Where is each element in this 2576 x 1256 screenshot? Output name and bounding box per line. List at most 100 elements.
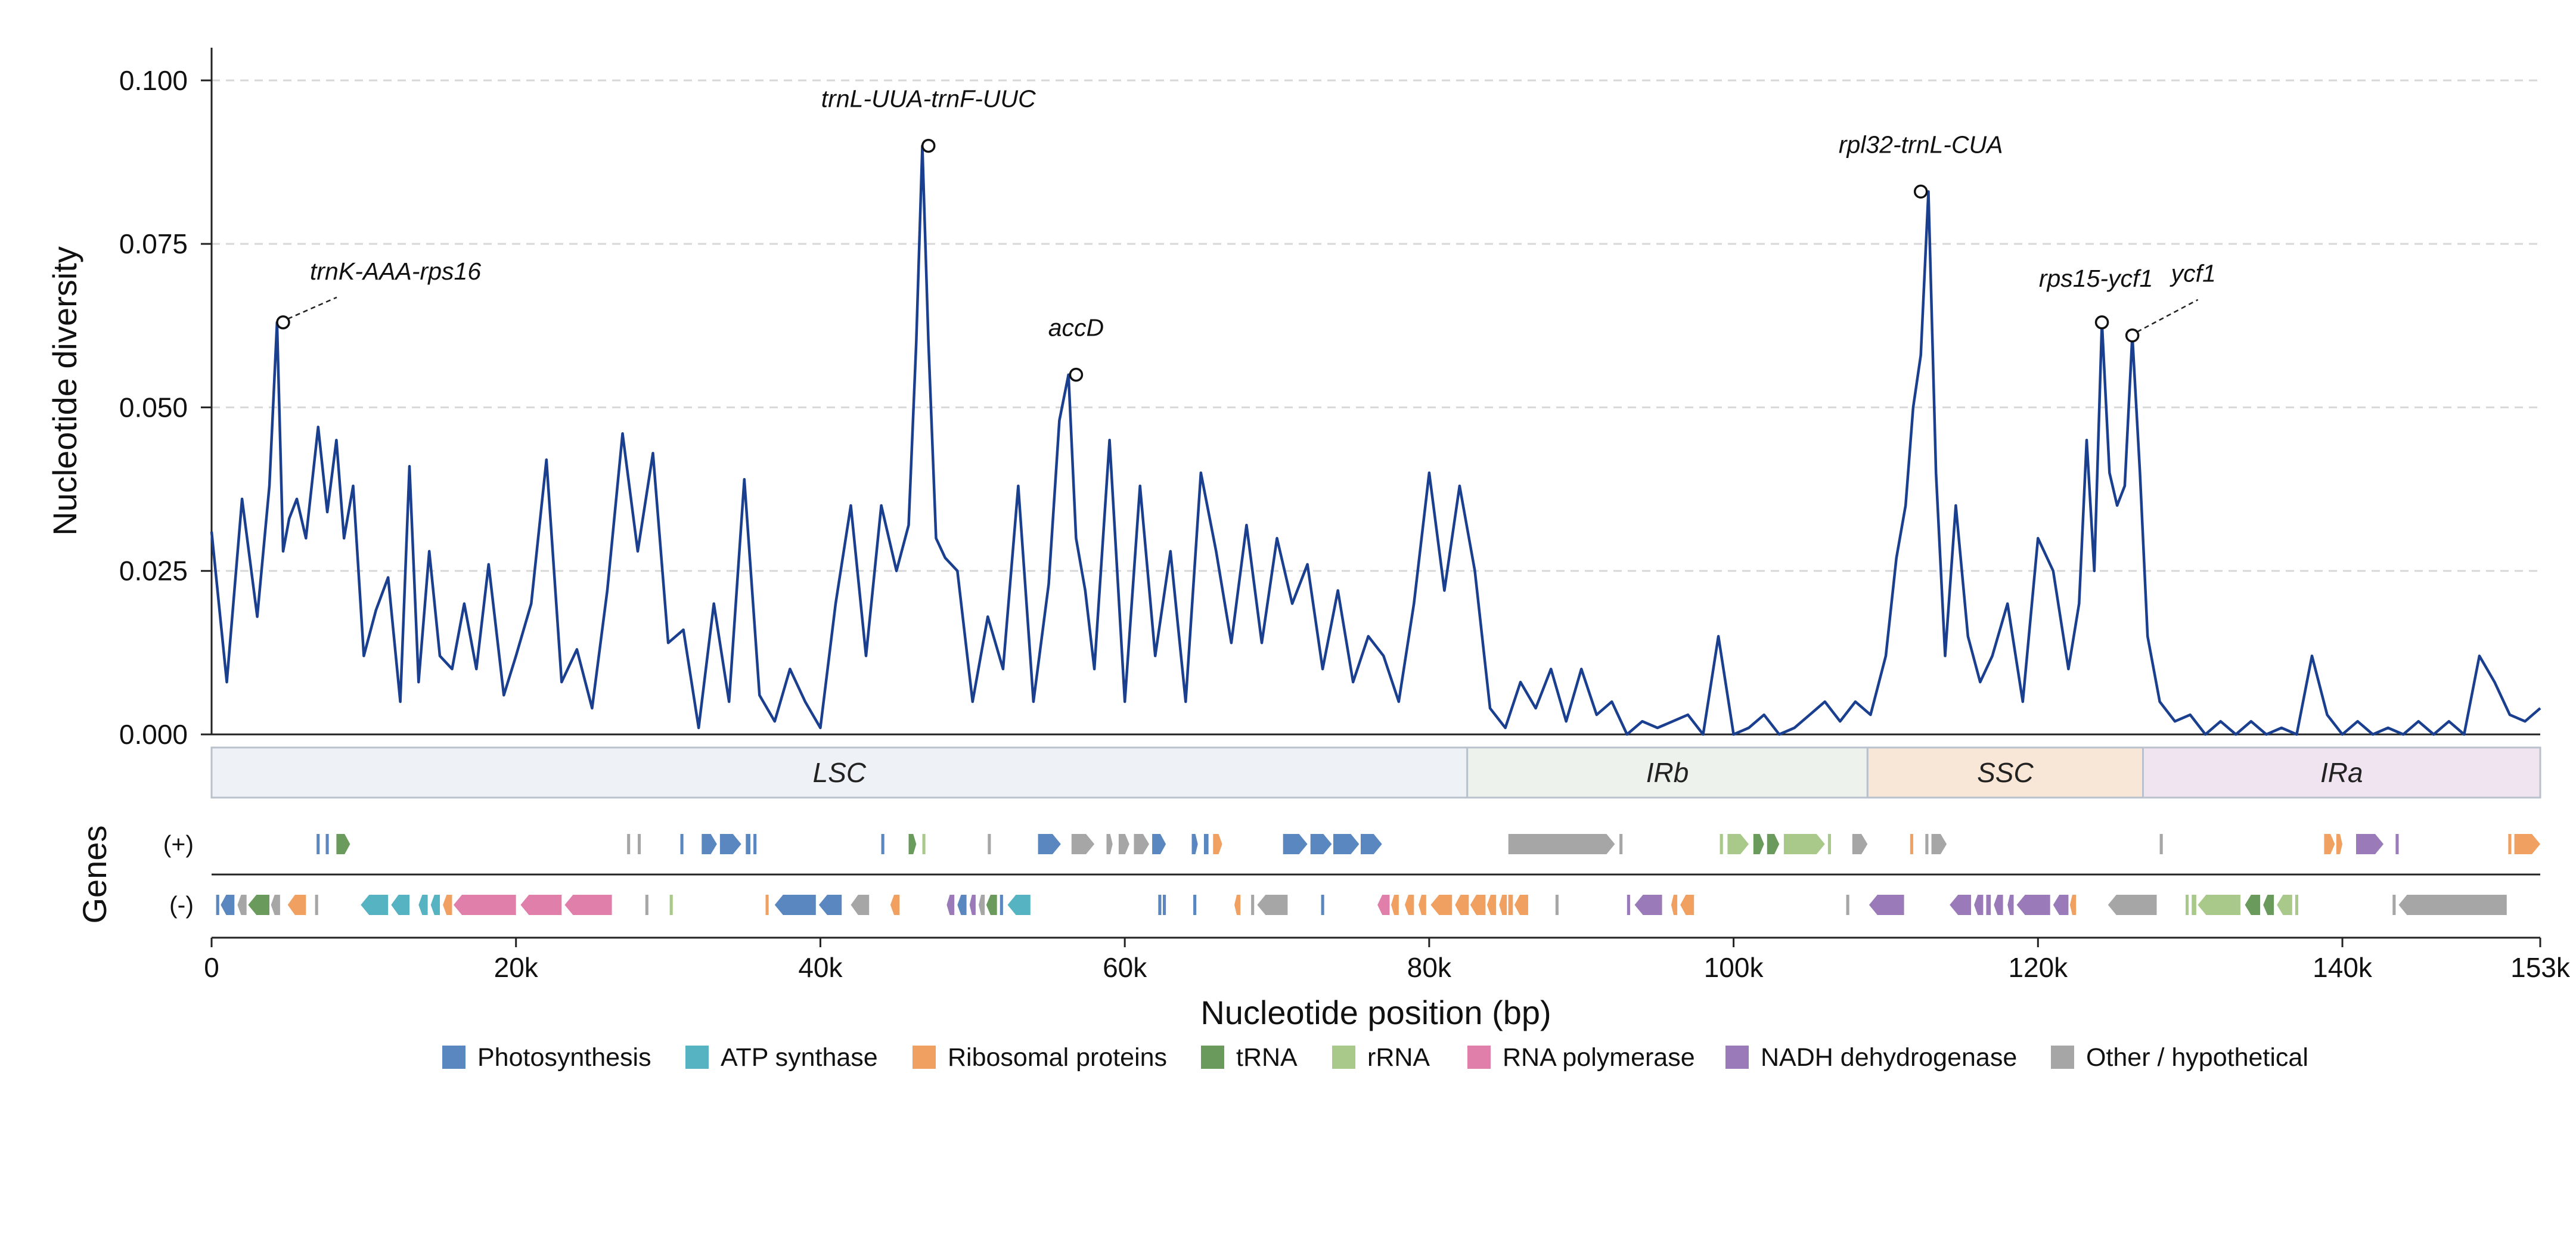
y-tick-label: 0.000 [119,719,188,750]
region-label: SSC [1977,757,2034,788]
peak-label: rps15-ycf1 [2039,265,2153,292]
x-tick-label: 20k [494,952,539,983]
gene-minus-strand [1419,895,1426,915]
gene-plus-strand [1310,834,1332,854]
gene-minus-strand [957,895,967,915]
gene-plus-strand [2324,834,2335,854]
legend-swatch-ribo [913,1046,936,1069]
gene-minus-strand [2069,895,2077,915]
gene-minus-strand [2053,895,2069,915]
legend-label: Other / hypothetical [2086,1043,2308,1072]
gene-plus-strand [1333,834,1360,854]
gene-minus-strand [454,895,516,915]
gene-minus-strand [1470,895,1486,915]
region-label: IRa [2320,757,2363,788]
gene-minus-strand [2263,895,2274,915]
legend-label: rRNA [1367,1043,1430,1072]
gene-plus-strand [1720,834,1723,854]
gene-minus-strand [2245,895,2261,915]
gene-minus-strand [645,895,648,915]
gene-plus-strand [680,834,684,854]
gene-minus-strand [669,895,673,915]
gene-plus-strand [1827,834,1832,854]
gene-minus-strand [2198,895,2240,915]
gene-plus-strand [988,834,991,854]
peak-marker [2094,315,2109,330]
genes-axis-title: Genes [76,826,113,924]
gene-plus-strand [881,834,884,854]
legend-label: tRNA [1236,1043,1298,1072]
gene-minus-strand [430,895,440,915]
gene-minus-strand [765,895,769,915]
gene-minus-strand [520,895,562,915]
gene-plus-strand [2159,834,2163,854]
gene-plus-strand [1767,834,1780,854]
gene-plus-strand [1283,834,1308,854]
gene-minus-strand [237,895,247,915]
peak-leader-line [287,296,337,320]
legend-label: NADH dehydrogenase [1761,1043,2017,1072]
gene-plus-strand [1203,834,1209,854]
legend-label: ATP synthase [721,1043,878,1072]
legend-swatch-rrna [1332,1046,1355,1069]
gene-minus-strand [564,895,612,915]
gene-plus-strand [1118,834,1129,854]
gene-minus-strand [986,895,997,915]
gene-plus-strand [1727,834,1749,854]
gene-minus-strand [1499,895,1507,915]
gene-plus-strand [2395,834,2399,854]
gene-minus-strand [1257,895,1288,915]
gene-minus-strand [443,895,452,915]
legend-label: Photosynthesis [477,1043,651,1072]
x-tick-label: 40k [798,952,843,983]
gene-minus-strand [1994,895,2003,915]
peak-marker [1913,184,1928,199]
gene-minus-strand [216,895,219,915]
peak-label: trnL-UUA-trnF-UUC [821,85,1036,113]
gene-minus-strand [1007,895,1031,915]
y-tick-label: 0.100 [119,65,188,96]
gene-minus-strand [1869,895,1904,915]
gene-plus-strand [1191,834,1198,854]
gene-minus-strand [1671,895,1678,915]
gene-minus-strand [979,895,985,915]
x-tick-label: 153k [2510,952,2571,983]
legend-label: Ribosomal proteins [948,1043,1167,1072]
gene-plus-strand [1071,834,1095,854]
legend-swatch-trna [1201,1046,1224,1069]
gene-minus-strand [2186,895,2189,915]
y-tick-label: 0.025 [119,556,188,587]
gene-plus-strand [1213,834,1222,854]
gene-minus-strand [287,895,306,915]
x-tick-label: 140k [2313,952,2373,983]
gene-minus-strand [2016,895,2050,915]
y-tick-label: 0.075 [119,228,188,259]
gene-minus-strand [1158,895,1162,915]
gene-minus-strand [1162,895,1166,915]
gene-plus-strand [1852,834,1868,854]
gene-plus-strand [1925,834,1929,854]
gene-plus-strand [316,834,320,854]
strand-minus-label: (-) [169,891,194,919]
gene-minus-strand [271,895,280,915]
gene-minus-strand [221,895,235,915]
gene-plus-strand [1361,834,1382,854]
gene-plus-strand [325,834,329,854]
gene-minus-strand [1391,895,1399,915]
gene-plus-strand [753,834,757,854]
x-tick-label: 60k [1103,952,1147,983]
gene-minus-strand [774,895,816,915]
gene-plus-strand [1910,834,1913,854]
gene-minus-strand [1377,895,1390,915]
x-tick-label: 100k [1704,952,1764,983]
legend-swatch-other [2051,1046,2074,1069]
gene-minus-strand [1321,895,1324,915]
gene-plus-strand [336,834,350,854]
gene-plus-strand [627,834,631,854]
gene-plus-strand [719,834,741,854]
gene-minus-strand [2277,895,2292,915]
gene-minus-strand [2007,895,2014,915]
gene-minus-strand [1251,895,1255,915]
gene-minus-strand [1986,895,1991,915]
